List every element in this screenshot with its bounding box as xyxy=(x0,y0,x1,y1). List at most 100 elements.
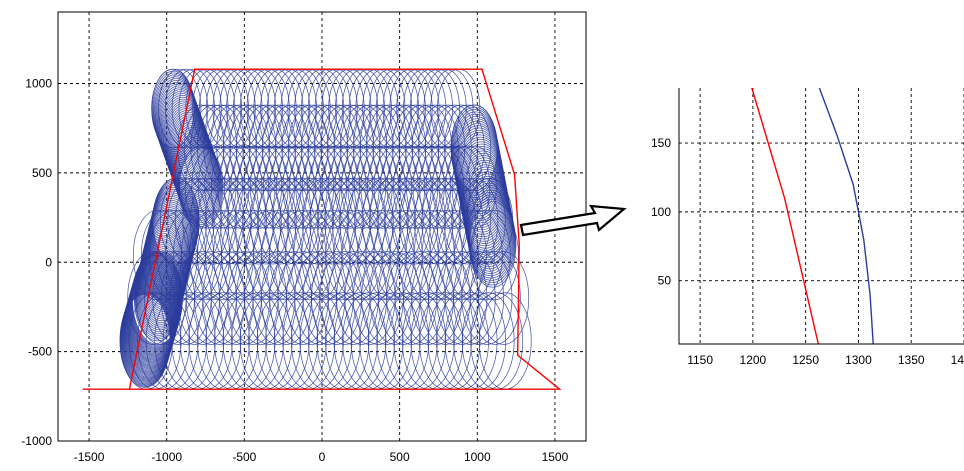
sweep-circle xyxy=(346,104,394,192)
inset-grid xyxy=(679,88,964,344)
sweep-circle xyxy=(190,104,238,192)
main-plot: -1500 -1000 -500 0 500 1000 1500 -1000 -500 0 500… xyxy=(21,11,587,464)
inset-blue-curve xyxy=(818,87,874,345)
sweep-circle xyxy=(366,104,414,192)
y-tick-label: 0 xyxy=(45,255,52,269)
sweep-circle xyxy=(119,294,171,388)
inset-plot: 1150 1200 1250 1300 1350 1400 50 100 150 xyxy=(651,87,964,367)
x-tick-label: 1350 xyxy=(898,353,925,367)
x-tick-label: 1250 xyxy=(792,353,819,367)
sweep-circle xyxy=(334,145,380,229)
sweep-circle xyxy=(256,145,302,229)
sweep-circle xyxy=(234,177,282,265)
y-tick-label: 150 xyxy=(651,136,671,150)
inset-x-ticks: 1150 1200 1250 1300 1350 1400 xyxy=(687,353,964,367)
y-tick-label: -500 xyxy=(28,345,52,359)
y-tick-label: 1000 xyxy=(25,77,52,91)
sweep-circle xyxy=(467,189,515,277)
main-series xyxy=(82,68,562,390)
sweep-circle xyxy=(249,177,297,265)
sweep-circle xyxy=(230,145,276,229)
sweep-circle xyxy=(164,68,209,149)
sweep-circle xyxy=(453,251,505,345)
sweep-circle xyxy=(468,194,515,281)
sweep-circle xyxy=(248,104,296,192)
sweep-circle xyxy=(376,177,424,265)
inset-plot-area xyxy=(679,88,964,344)
sweep-circle xyxy=(369,177,417,265)
sweep-circle xyxy=(242,177,290,265)
sweep-circle xyxy=(360,145,406,229)
sweep-circle xyxy=(242,104,290,192)
sweep-circle xyxy=(161,96,205,177)
sweep-circle xyxy=(327,104,375,192)
sweep-circle xyxy=(379,104,427,192)
sweep-circle xyxy=(281,104,329,192)
x-tick-label: 500 xyxy=(390,450,410,464)
x-tick-label: -1000 xyxy=(151,450,182,464)
x-tick-label: -500 xyxy=(232,450,256,464)
sweep-circle xyxy=(227,177,275,265)
sweep-circle xyxy=(162,98,206,179)
sweep-circle xyxy=(465,182,513,270)
sweep-circle xyxy=(177,104,225,192)
y-tick-label: 100 xyxy=(651,205,671,219)
x-tick-label: 1400 xyxy=(951,353,964,367)
sweep-circle xyxy=(464,175,512,263)
sweep-circle xyxy=(275,104,322,192)
sweep-circle xyxy=(261,104,309,192)
sweep-circle xyxy=(392,104,440,192)
sweep-circle xyxy=(361,177,409,265)
sweep-circle xyxy=(340,104,388,192)
sweep-circle xyxy=(465,180,513,267)
sweep-circle xyxy=(314,104,362,192)
y-tick-label: 50 xyxy=(658,274,672,288)
sweep-circle xyxy=(268,104,316,192)
sweep-circle xyxy=(466,187,514,274)
sweep-circle xyxy=(367,145,413,229)
x-tick-label: 1300 xyxy=(845,353,872,367)
sweep-circle xyxy=(373,145,419,229)
sweep-circle xyxy=(222,104,270,192)
sweep-circle xyxy=(431,104,479,192)
sweep-circle xyxy=(223,145,269,229)
x-tick-label: 1200 xyxy=(740,353,767,367)
sweep-circle xyxy=(464,178,512,265)
y-tick-label: 500 xyxy=(32,166,52,180)
sweep-circle xyxy=(307,104,355,192)
sweep-circle xyxy=(468,198,516,286)
sweep-circle xyxy=(320,104,368,192)
sweep-circle xyxy=(359,104,407,192)
sweep-circle xyxy=(428,177,476,265)
sweep-circle xyxy=(466,185,514,272)
sweep-circle xyxy=(468,196,516,284)
sweep-circle xyxy=(469,251,521,345)
sweep-circle xyxy=(469,201,517,288)
inset-axes xyxy=(678,88,964,345)
sweep-circle xyxy=(217,145,263,229)
main-y-ticks: -1000 -500 0 500 1000 xyxy=(21,77,52,449)
sweep-circle xyxy=(219,177,267,265)
sweep-circle xyxy=(216,104,264,192)
x-tick-label: 0 xyxy=(319,450,326,464)
sweep-circle xyxy=(301,104,348,192)
y-tick-label: -1000 xyxy=(21,434,52,448)
sweep-circle xyxy=(461,251,513,345)
sweep-circle xyxy=(269,145,315,229)
sweep-circle xyxy=(331,177,379,265)
sweep-circle xyxy=(171,125,215,205)
boundary-line xyxy=(82,68,562,390)
sweep-circle xyxy=(398,104,446,192)
sweep-circle xyxy=(294,104,342,192)
sweep-circle xyxy=(467,191,515,279)
x-tick-label: 1150 xyxy=(687,353,713,367)
sweep-circle xyxy=(372,104,420,192)
sweep-circle xyxy=(321,145,367,229)
x-tick-label: 1500 xyxy=(542,450,569,464)
sweep-circle xyxy=(425,145,471,229)
inset-y-ticks: 50 100 150 xyxy=(651,136,671,288)
x-tick-label: -1500 xyxy=(74,450,105,464)
sweep-circle xyxy=(424,104,472,192)
inset-red-line xyxy=(751,87,820,345)
